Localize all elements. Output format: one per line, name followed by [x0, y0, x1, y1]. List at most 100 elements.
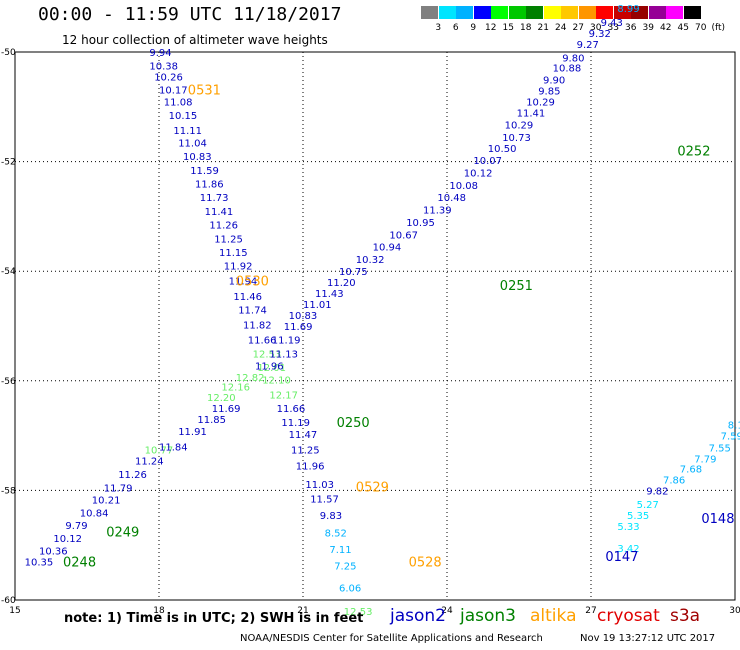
colorbar-swatch [421, 6, 438, 19]
wave-height-value: 10.26 [154, 73, 183, 84]
colorbar-label: 18 [520, 23, 532, 33]
wave-height-value: 5.27 [637, 500, 659, 511]
wave-height-value: 3.42 [617, 544, 639, 555]
wave-height-value: 10.83 [183, 152, 212, 163]
satellite-legend-entry: jason2 [390, 606, 446, 626]
wave-height-value: 8.52 [325, 529, 347, 540]
pass-label: 0248 [63, 556, 96, 571]
wave-height-value: 9.79 [65, 521, 87, 532]
colorbar-swatch [491, 6, 508, 19]
wave-height-value: 11.82 [243, 320, 272, 331]
colorbar-label: 12 [485, 23, 497, 33]
y-tick-label: -50 [1, 48, 16, 58]
colorbar-swatch [543, 6, 561, 19]
wave-height-value: 11.26 [209, 221, 238, 232]
pass-label: 0148 [701, 512, 734, 527]
wave-height-value: 11.66 [248, 336, 277, 347]
wave-height-value: 7.11 [329, 545, 351, 556]
wave-height-value: 9.82 [646, 486, 668, 497]
wave-height-value: 11.73 [200, 193, 229, 204]
pass-label: 0147 [605, 550, 638, 565]
colorbar-swatch [613, 6, 631, 19]
plot-frame [14, 51, 736, 601]
colorbar-label: 39 [642, 23, 654, 33]
wave-height-value: 11.46 [233, 292, 262, 303]
wave-height-value: 10.21 [92, 496, 121, 507]
wave-height-value: 7.25 [334, 561, 356, 572]
pass-label: 0531 [188, 83, 221, 98]
wave-height-value: 11.86 [195, 180, 224, 191]
colorbar-swatch [526, 6, 543, 19]
wave-height-value: 11.24 [135, 456, 164, 467]
wave-height-value: 11.43 [315, 289, 344, 300]
wave-height-value: 10.07 [473, 156, 502, 167]
wave-height-value: 11.84 [159, 443, 188, 454]
wave-height-value: 5.35 [627, 511, 649, 522]
wave-height-value: 9.94 [149, 48, 171, 59]
wave-height-value: 12.53 [344, 607, 373, 618]
colorbar-label: 9 [470, 23, 477, 33]
wave-height-value: 12.16 [221, 382, 250, 393]
footnote: note: 1) Time is in UTC; 2) SWH is in fe… [64, 611, 364, 626]
x-tick-label: 18 [153, 606, 165, 616]
wave-height-value: 7.86 [663, 475, 685, 486]
y-tick-label: -52 [1, 158, 16, 168]
colorbar-swatch [473, 6, 491, 19]
wave-height-value: 11.41 [205, 207, 234, 218]
colorbar-label: 21 [537, 23, 549, 33]
wave-height-value: 11.85 [197, 415, 226, 426]
colorbar-swatch [666, 6, 683, 19]
wave-height-value: 10.48 [437, 193, 466, 204]
wave-height-value: 10.32 [356, 255, 385, 266]
wave-height-value: 11.19 [272, 336, 301, 347]
colorbar-label: 36 [625, 23, 637, 33]
colorbar-label: 15 [502, 23, 514, 33]
wave-height-value: 12.82 [236, 373, 265, 384]
wave-height-value: 10.17 [159, 85, 188, 96]
wave-height-value: 11.04 [178, 138, 207, 149]
wave-height-value: 12.53 [253, 349, 282, 360]
wave-height-value: 9.80 [562, 53, 584, 64]
wave-height-value: 10.35 [25, 558, 54, 569]
colorbar-swatch [508, 6, 526, 19]
wave-height-value: 7.55 [709, 444, 731, 455]
colorbar-label: 33 [607, 23, 619, 33]
wave-height-value: 11.19 [281, 418, 310, 429]
colorbar-label: 45 [677, 23, 689, 33]
colorbar-label: 6 [452, 23, 459, 33]
x-tick-label: 27 [585, 606, 596, 616]
wave-height-value: 10.94 [373, 243, 402, 254]
wave-height-value: 11.69 [212, 404, 241, 415]
satellite-legend-entry: jason3 [460, 606, 516, 626]
wave-height-value: 9.83 [320, 511, 342, 522]
wave-height-value: 10.95 [406, 218, 435, 229]
pass-label: 0250 [337, 416, 370, 431]
wave-height-value: 11.79 [104, 484, 133, 495]
wave-height-value: 11.11 [173, 126, 202, 137]
colorbar-label: 24 [555, 23, 567, 33]
wave-height-value: 11.20 [327, 278, 356, 289]
chart-subtitle: 12 hour collection of altimeter wave hei… [62, 33, 328, 47]
wave-height-value: 6.06 [339, 583, 361, 594]
wave-height-value: 11.25 [291, 445, 320, 456]
generated-timestamp: Nov 19 13:27:12 UTC 2017 [580, 633, 716, 644]
wave-height-value: 10.29 [505, 120, 534, 131]
wave-height-value: 10.88 [553, 63, 582, 74]
wave-height-value: 10.67 [389, 230, 418, 241]
pass-label: 0529 [356, 481, 389, 496]
wave-height-value: 11.47 [289, 430, 318, 441]
wave-height-value: 7.59 [721, 432, 740, 443]
wave-height-value: 10.50 [488, 144, 517, 155]
colorbar-label: 30 [590, 23, 602, 33]
wave-height-value: 11.41 [517, 108, 546, 119]
wave-height-value: 11.59 [190, 166, 219, 177]
wave-height-value: 9.90 [543, 75, 565, 86]
satellite-legend-entry: s3a [670, 606, 701, 626]
wave-height-value: 7.68 [680, 464, 702, 475]
colorbar-swatch [648, 6, 666, 19]
wave-height-value: 8.99 [632, 0, 654, 1]
wave-height-value: 11.25 [214, 234, 243, 245]
colorbar-label: 42 [660, 23, 672, 33]
wave-height-value: 11.91 [178, 427, 207, 438]
